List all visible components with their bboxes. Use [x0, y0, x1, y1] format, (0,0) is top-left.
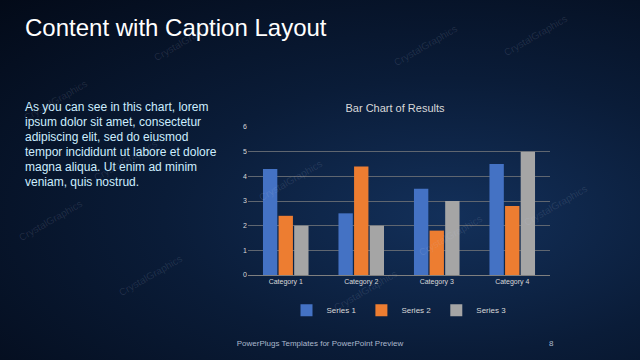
svg-text:3: 3: [243, 197, 247, 204]
svg-text:Category 1: Category 1: [269, 278, 303, 286]
svg-text:Category 3: Category 3: [420, 278, 454, 286]
svg-text:2: 2: [243, 222, 247, 229]
svg-text:4: 4: [243, 173, 247, 180]
svg-text:Series 2: Series 2: [401, 306, 431, 315]
svg-text:6: 6: [243, 123, 247, 130]
svg-text:Category 4: Category 4: [495, 278, 529, 286]
svg-text:0: 0: [243, 271, 247, 278]
svg-text:Series 1: Series 1: [327, 306, 357, 315]
svg-text:5: 5: [243, 148, 247, 155]
svg-text:Series 3: Series 3: [476, 306, 506, 315]
svg-text:Bar Chart of Results: Bar Chart of Results: [345, 102, 445, 114]
svg-text:1: 1: [243, 247, 247, 254]
svg-text:Category 2: Category 2: [344, 278, 378, 286]
